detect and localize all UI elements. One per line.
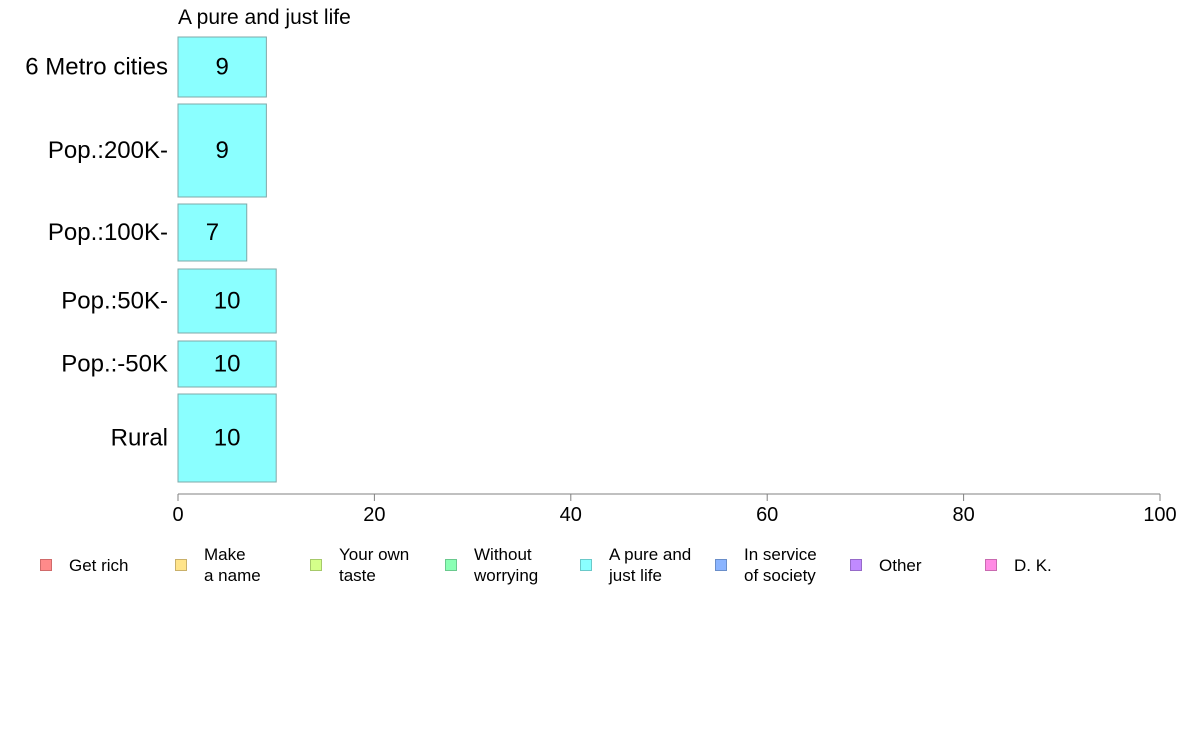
chart-title: A pure and just life xyxy=(178,6,351,29)
legend-swatch xyxy=(445,559,457,571)
bar-value-label: 7 xyxy=(206,219,219,246)
legend-label: Make a name xyxy=(204,545,261,585)
bar-value-label: 10 xyxy=(214,425,241,452)
category-label: Pop.:100K- xyxy=(48,219,168,246)
bar xyxy=(177,393,277,483)
category-label: Pop.:50K- xyxy=(61,288,168,315)
bar-value-label: 10 xyxy=(214,351,241,378)
legend-label: Your own taste xyxy=(339,545,410,585)
legend-swatch xyxy=(40,559,52,571)
legend-label: D. K. xyxy=(1014,555,1052,575)
legend-swatch xyxy=(985,559,997,571)
x-tick-label: 40 xyxy=(560,504,582,526)
x-tick-label: 60 xyxy=(756,504,778,526)
x-tick-label: 20 xyxy=(363,504,385,526)
x-tick-label: 0 xyxy=(172,504,183,526)
legend-swatch xyxy=(850,559,862,571)
bar xyxy=(177,103,267,198)
legend-swatch xyxy=(175,559,187,571)
legend-swatch xyxy=(310,559,322,571)
bar-value-label: 9 xyxy=(216,137,229,164)
bar xyxy=(177,36,267,98)
chart-legend: Get rich Make a name Your own taste Without… xyxy=(0,540,1188,600)
category-label: Rural xyxy=(111,425,168,452)
legend-label: Get rich xyxy=(69,555,129,575)
legend-label: In service of society xyxy=(744,545,817,585)
bar xyxy=(177,268,277,334)
bar xyxy=(177,340,277,388)
category-label: Pop.:-50K xyxy=(61,351,168,378)
bar-value-label: 9 xyxy=(216,54,229,81)
legend-label: A pure and just life xyxy=(609,545,692,585)
category-label: 6 Metro cities xyxy=(25,54,168,81)
x-tick-label: 80 xyxy=(952,504,974,526)
x-tick-label: 100 xyxy=(1143,504,1176,526)
bar xyxy=(177,203,248,262)
bar-chart: 9 6 Metro cities 9 Pop.:200K- 7 Pop.:100K- 10 P… xyxy=(25,36,1177,526)
category-label: Pop.:200K- xyxy=(48,137,168,164)
legend-swatch xyxy=(715,559,727,571)
legend-swatch xyxy=(580,559,592,571)
legend-label: Other xyxy=(879,555,922,575)
bar-value-label: 10 xyxy=(214,288,241,315)
legend-label: Without worrying xyxy=(474,545,539,585)
